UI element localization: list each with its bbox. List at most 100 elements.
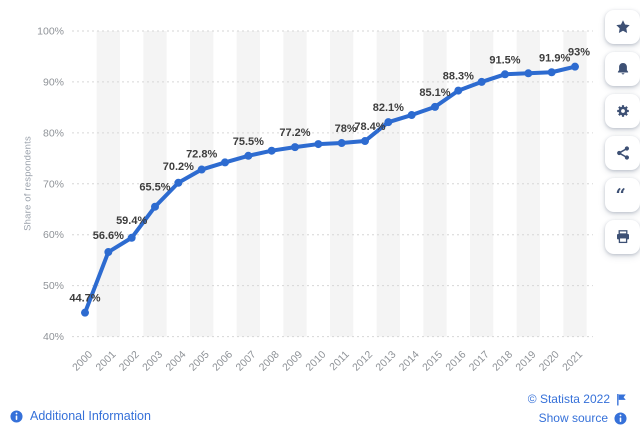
data-point[interactable] (477, 77, 486, 86)
point-label: 65.5% (139, 182, 170, 194)
flag-icon[interactable] (616, 393, 627, 406)
y-tick-label: 70% (43, 178, 64, 190)
data-point[interactable] (244, 151, 253, 160)
x-tick-label: 2010 (303, 349, 328, 374)
data-point[interactable] (500, 70, 509, 79)
x-tick-label: 2020 (537, 349, 562, 374)
x-tick-label: 2011 (327, 349, 352, 374)
x-tick-label: 2003 (140, 349, 165, 374)
x-tick-label: 2016 (443, 349, 468, 374)
x-tick-label: 2018 (490, 349, 515, 374)
settings-button[interactable] (605, 94, 640, 128)
additional-information-link[interactable]: Additional Information (10, 409, 151, 423)
additional-information-label: Additional Information (30, 409, 151, 423)
y-tick-label: 90% (43, 76, 64, 88)
x-tick-label: 2009 (280, 349, 305, 374)
data-point[interactable] (127, 233, 136, 242)
bell-icon (617, 63, 628, 75)
point-label: 85.1% (419, 87, 450, 99)
point-label: 77.2% (279, 127, 310, 139)
x-tick-label: 2014 (397, 349, 422, 374)
info-icon (10, 409, 23, 423)
year-stripe (283, 31, 307, 337)
data-point[interactable] (337, 139, 346, 148)
y-tick-label: 80% (43, 127, 64, 139)
point-label: 78.4% (354, 121, 385, 133)
data-point[interactable] (174, 178, 183, 187)
x-tick-label: 2006 (210, 349, 235, 374)
point-label: 91.5% (489, 54, 520, 66)
info-icon (614, 411, 627, 425)
widget-toolbar: “ (605, 10, 640, 254)
x-tick-label: 2021 (560, 349, 585, 374)
favorite-button[interactable] (605, 10, 640, 44)
data-point[interactable] (407, 111, 416, 120)
point-label: 56.6% (93, 230, 124, 242)
gear-icon (616, 105, 629, 117)
point-label: 88.3% (443, 71, 474, 83)
copyright-line: © Statista 2022 (528, 392, 627, 406)
year-stripe (329, 31, 354, 337)
data-point[interactable] (524, 69, 533, 78)
printer-icon (616, 230, 629, 244)
data-point[interactable] (570, 62, 579, 71)
show-source-link[interactable]: Show source (539, 411, 627, 425)
share-icon (616, 146, 629, 160)
x-tick-label: 2017 (467, 349, 492, 374)
point-label: 82.1% (373, 102, 404, 114)
x-tick-label: 2012 (350, 349, 375, 374)
cite-button[interactable]: “ (605, 178, 640, 212)
line-chart: 40%50%60%70%80%90%100%200020012002200320… (37, 26, 593, 374)
share-button[interactable] (605, 136, 640, 170)
x-tick-label: 2001 (93, 349, 118, 374)
data-point[interactable] (290, 143, 299, 152)
quote-icon: “ (615, 187, 625, 203)
source-links: © Statista 2022 Show source (528, 392, 627, 425)
print-button[interactable] (605, 220, 640, 254)
y-tick-label: 60% (43, 229, 64, 241)
data-point[interactable] (314, 140, 323, 149)
x-tick-label: 2008 (257, 349, 282, 374)
point-label: 93% (568, 47, 590, 59)
data-point[interactable] (360, 137, 369, 146)
copyright-text: © Statista 2022 (527, 392, 610, 406)
point-label: 91.9% (539, 52, 570, 64)
data-point[interactable] (150, 202, 159, 211)
data-point[interactable] (267, 146, 276, 155)
data-point[interactable] (197, 165, 206, 174)
x-tick-label: 2002 (117, 349, 142, 374)
notifications-button[interactable] (605, 52, 640, 86)
y-tick-label: 40% (43, 331, 64, 343)
x-tick-label: 2000 (70, 349, 95, 374)
data-point[interactable] (220, 158, 229, 167)
svg-text:“: “ (615, 187, 625, 203)
point-label: 59.4% (116, 215, 147, 227)
data-point[interactable] (547, 68, 556, 77)
y-tick-label: 50% (43, 280, 64, 292)
x-tick-label: 2007 (233, 349, 258, 374)
star-icon (615, 20, 630, 33)
point-label: 44.7% (69, 293, 100, 305)
x-tick-label: 2019 (513, 349, 538, 374)
x-tick-label: 2013 (373, 349, 398, 374)
y-tick-label: 100% (37, 26, 64, 38)
point-label: 70.2% (163, 161, 194, 173)
point-label: 78% (335, 123, 357, 135)
data-point[interactable] (454, 86, 463, 95)
show-source-label: Show source (538, 411, 608, 425)
x-tick-label: 2005 (187, 349, 212, 374)
x-tick-label: 2004 (163, 349, 188, 374)
year-stripe (143, 31, 167, 337)
year-stripe (563, 31, 587, 337)
data-point[interactable] (104, 248, 113, 257)
point-label: 72.8% (186, 149, 217, 161)
x-tick-label: 2015 (420, 349, 445, 374)
year-stripe (189, 31, 214, 337)
data-point[interactable] (430, 102, 439, 111)
data-point[interactable] (384, 118, 393, 127)
year-stripe (469, 31, 494, 337)
point-label: 75.5% (233, 136, 264, 148)
series-line (83, 64, 577, 315)
data-point[interactable] (81, 308, 89, 317)
